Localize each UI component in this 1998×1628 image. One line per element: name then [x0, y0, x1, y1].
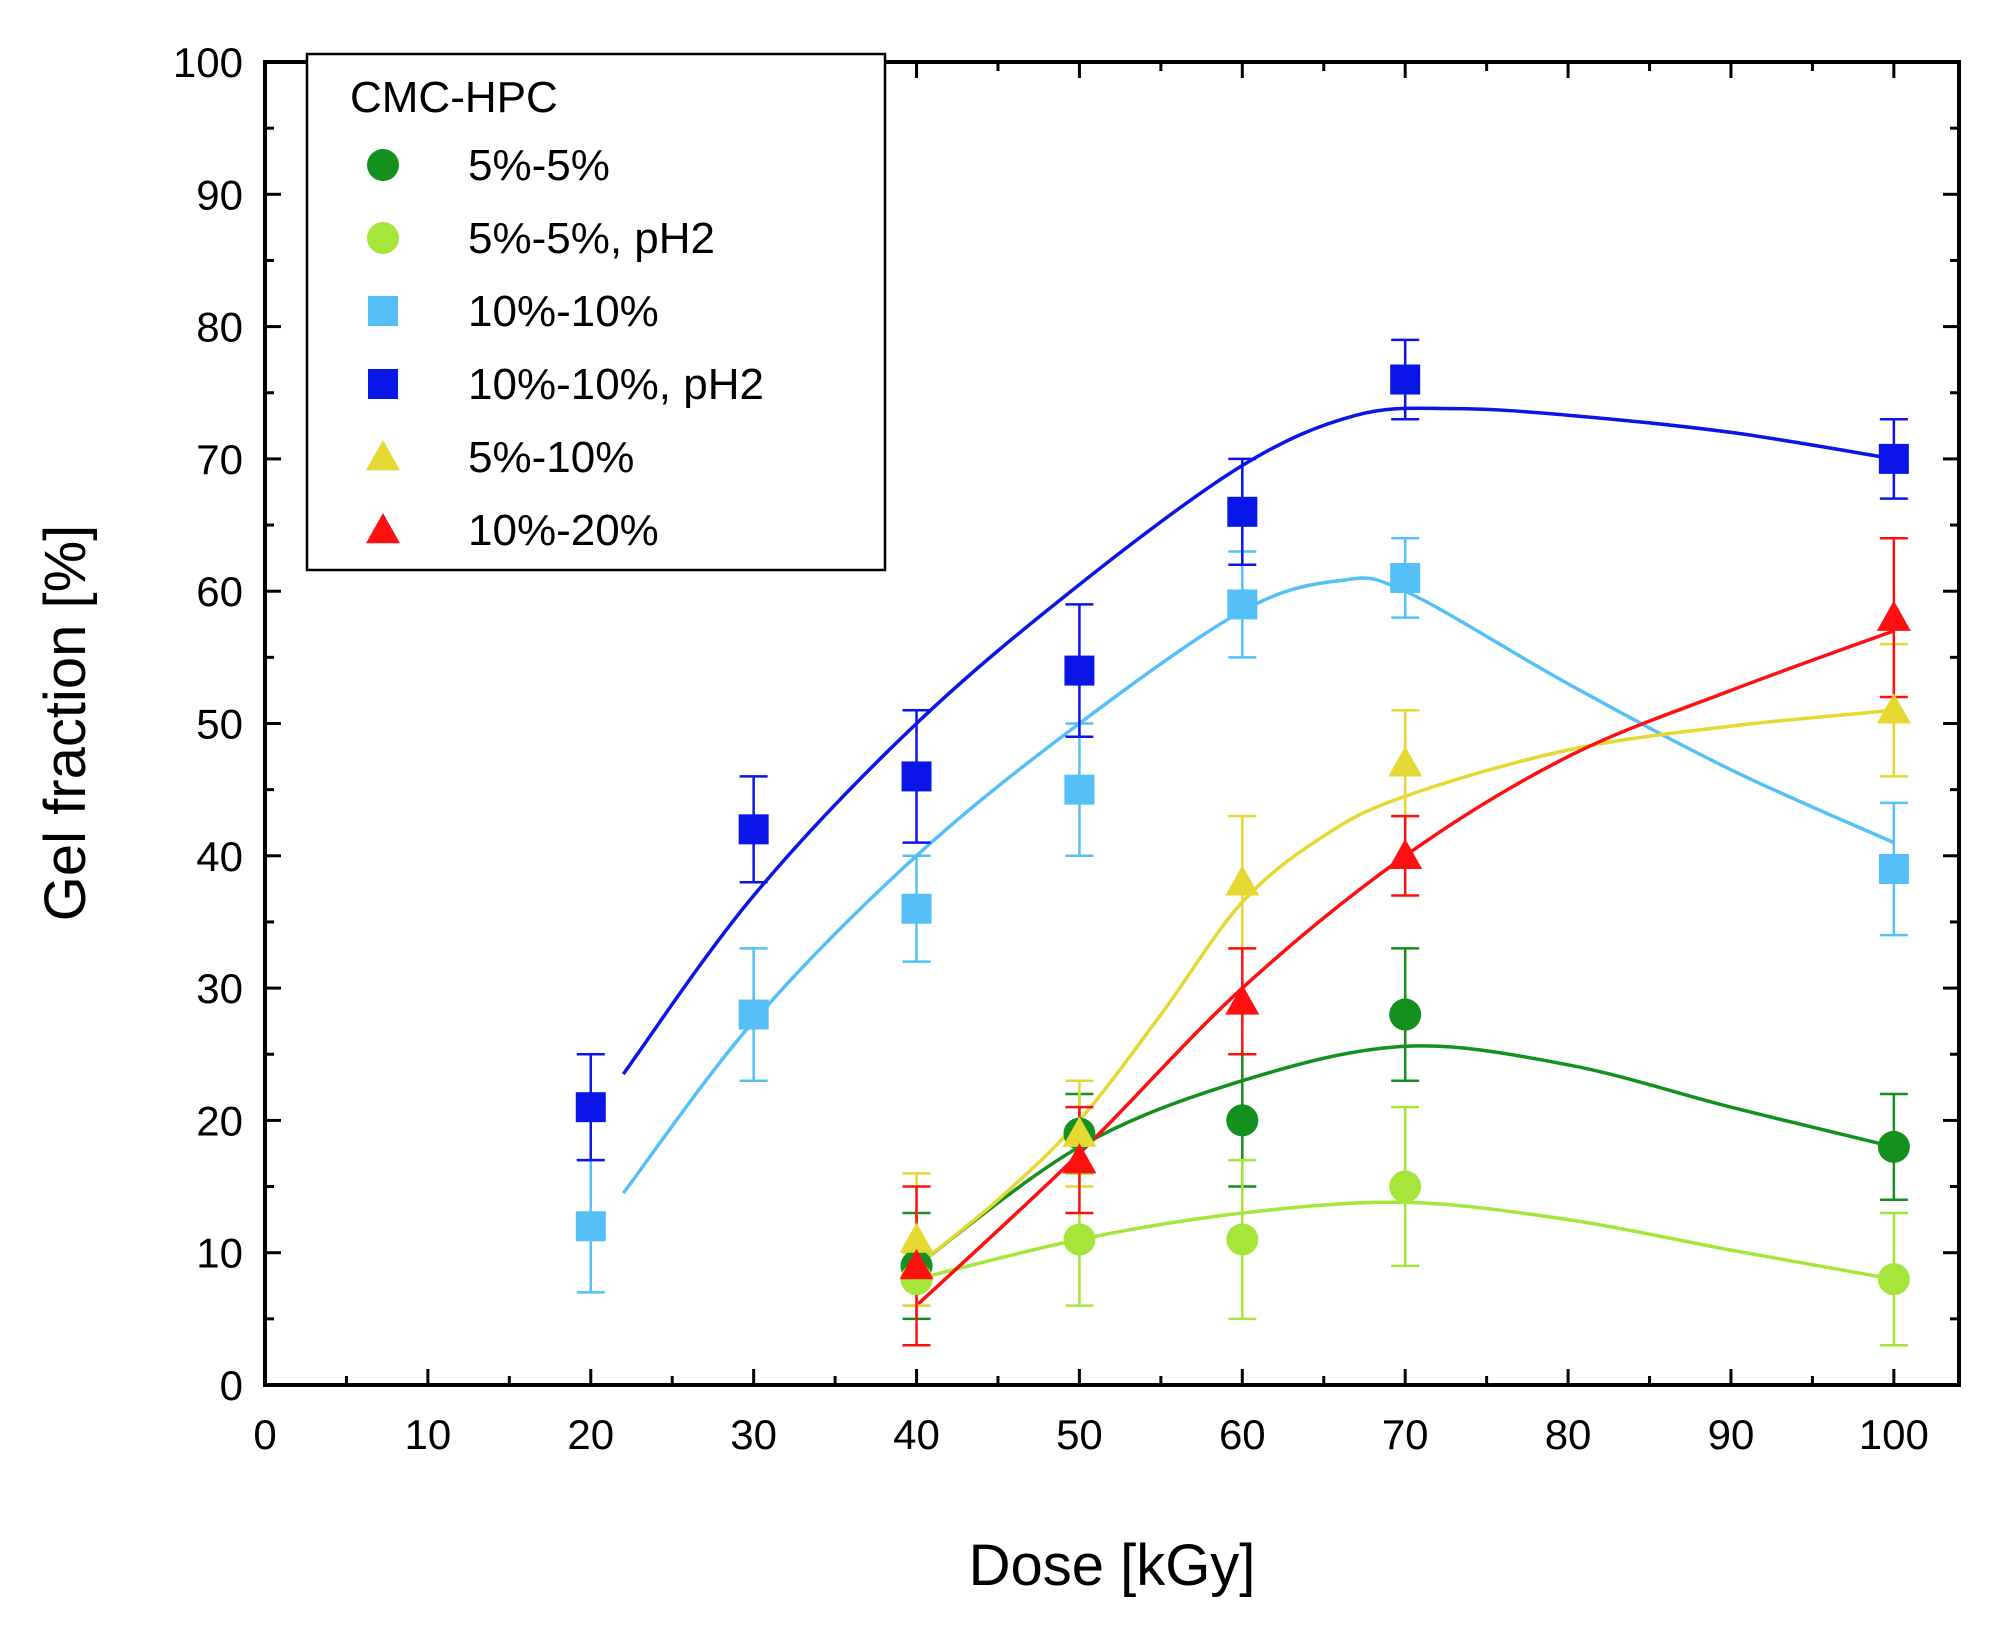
legend-label-10pct-10pct: 10%-10% — [468, 287, 659, 336]
x-axis-title: Dose [kGy] — [969, 1533, 1256, 1598]
y-tick-label: 70 — [196, 436, 243, 483]
x-tick-label: 40 — [893, 1411, 940, 1458]
legend-box — [305, 52, 887, 572]
point-10pct-20pct — [1876, 600, 1911, 631]
point-5pct-5pct-ph2 — [1877, 1263, 1910, 1296]
legend-marker-5pct-5pct — [367, 149, 399, 181]
x-tick-label: 20 — [567, 1411, 614, 1458]
legend-label-10pct-10pct-ph2: 10%-10%, pH2 — [468, 360, 764, 409]
x-tick-label: 80 — [1545, 1411, 1592, 1458]
point-10pct-20pct — [1062, 1143, 1097, 1174]
legend-title: CMC-HPC — [350, 73, 558, 122]
data-markers — [575, 364, 1911, 1296]
point-5pct-10pct — [1225, 865, 1260, 896]
point-10pct-20pct — [899, 1248, 934, 1280]
legend-marker-5pct-5pct-ph2 — [367, 222, 399, 254]
point-5pct-5pct-ph2 — [1389, 1170, 1422, 1203]
point-10pct-20pct — [1388, 838, 1423, 870]
point-10pct-10pct-ph2 — [1064, 655, 1095, 686]
point-10pct-10pct — [901, 893, 932, 924]
legend-label-10pct-20pct: 10%-20% — [468, 506, 659, 555]
y-tick-label: 20 — [196, 1097, 243, 1144]
y-tick-label: 40 — [196, 833, 243, 880]
x-tick-labels: 0 10 20 30 40 50 60 70 80 90 100 — [253, 1411, 1929, 1458]
legend-marker-10pct-10pct-ph2 — [368, 369, 398, 399]
point-10pct-10pct — [1390, 562, 1421, 593]
y-tick-label: 60 — [196, 568, 243, 615]
x-tick-label: 70 — [1382, 1411, 1429, 1458]
point-10pct-20pct — [1225, 984, 1260, 1015]
y-tick-label: 80 — [196, 304, 243, 351]
legend-marker-10pct-20pct — [366, 513, 400, 544]
y-tick-label: 100 — [173, 39, 243, 86]
point-10pct-10pct-ph2 — [1390, 364, 1421, 395]
point-5pct-10pct — [899, 1222, 934, 1253]
fit-line-5pct-5pct — [915, 1044, 1895, 1268]
y-tick-labels: 0 10 20 30 40 50 60 70 80 90 100 — [173, 39, 243, 1409]
y-tick-label: 0 — [220, 1362, 243, 1409]
point-10pct-10pct-ph2 — [1878, 443, 1909, 474]
point-10pct-10pct — [1227, 589, 1258, 620]
point-5pct-10pct — [1062, 1116, 1097, 1147]
y-tick-label: 10 — [196, 1230, 243, 1277]
legend: CMC-HPC 5%-5% 5%-5%, pH2 10%-10% 10%-10%, p… — [305, 52, 887, 572]
point-5pct-10pct — [1388, 746, 1423, 777]
point-5pct-5pct — [1389, 998, 1422, 1031]
point-5pct-5pct-ph2 — [1063, 1223, 1096, 1256]
legend-label-5pct-5pct-ph2: 5%-5%, pH2 — [468, 214, 715, 263]
point-10pct-10pct-ph2 — [738, 814, 769, 845]
y-tick-label: 90 — [196, 171, 243, 218]
legend-label-5pct-5pct: 5%-5% — [468, 141, 610, 190]
legend-marker-5pct-10pct — [366, 440, 400, 471]
point-10pct-10pct — [575, 1211, 606, 1242]
point-5pct-10pct — [1876, 693, 1911, 724]
point-10pct-10pct — [1878, 854, 1909, 885]
fit-line-5pct-10pct — [915, 708, 1894, 1268]
point-5pct-5pct-ph2 — [1226, 1223, 1259, 1256]
point-10pct-10pct-ph2 — [575, 1092, 606, 1123]
legend-items: 5%-5% 5%-5%, pH2 10%-10% 10%-10%, pH2 5%-10%… — [366, 141, 764, 555]
legend-label-5pct-10pct: 5%-10% — [468, 433, 634, 482]
point-5pct-5pct — [1226, 1104, 1259, 1137]
x-tick-label: 30 — [730, 1411, 777, 1458]
point-10pct-10pct-ph2 — [1227, 496, 1258, 527]
legend-marker-10pct-10pct — [368, 296, 398, 326]
x-tick-label: 50 — [1056, 1411, 1103, 1458]
x-tick-label: 10 — [405, 1411, 452, 1458]
y-axis-title: Gel fraction [%] — [33, 525, 98, 921]
y-tick-label: 50 — [196, 701, 243, 748]
point-10pct-10pct — [1064, 774, 1095, 805]
x-tick-label: 100 — [1859, 1411, 1929, 1458]
y-tick-label: 30 — [196, 965, 243, 1012]
x-tick-label: 60 — [1219, 1411, 1266, 1458]
point-5pct-5pct — [1877, 1130, 1910, 1163]
point-10pct-10pct — [738, 999, 769, 1030]
plot-frame — [263, 60, 1961, 1387]
x-tick-label: 0 — [253, 1411, 276, 1458]
point-10pct-10pct-ph2 — [901, 761, 932, 792]
x-tick-label: 90 — [1708, 1411, 1755, 1458]
